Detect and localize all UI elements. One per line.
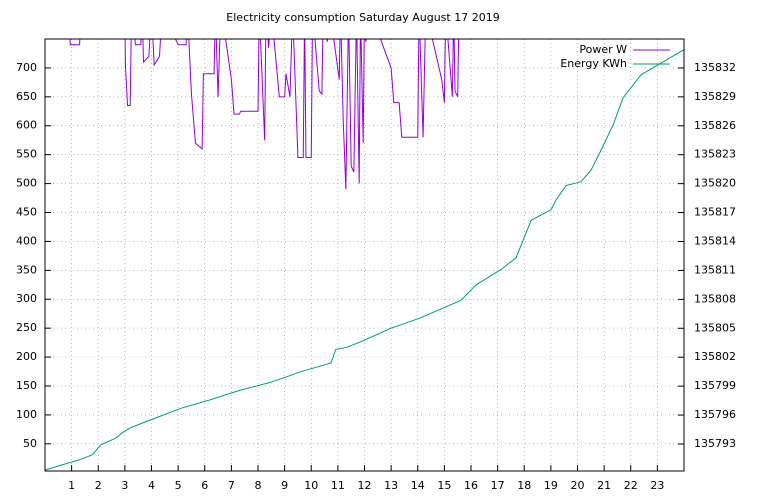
y-tick-label: 600 — [16, 119, 37, 132]
x-tick-label: 6 — [201, 479, 208, 492]
x-tick-label: 8 — [255, 479, 262, 492]
series-line — [45, 49, 684, 471]
legend-label: Energy KWh — [560, 57, 627, 70]
x-tick-label: 5 — [175, 479, 182, 492]
y-tick-label: 500 — [16, 177, 37, 190]
x-tick-label: 4 — [148, 479, 155, 492]
x-tick-label: 1 — [68, 479, 75, 492]
chart-title: Electricity consumption Saturday August … — [226, 11, 499, 24]
x-tick-label: 13 — [384, 479, 398, 492]
x-tick-label: 9 — [281, 479, 288, 492]
y2-tick-label: 135829 — [694, 90, 736, 103]
y2-tick-label: 135799 — [694, 379, 736, 392]
x-tick-label: 19 — [544, 479, 558, 492]
y-tick-label: 400 — [16, 234, 37, 247]
y2-tick-label: 135814 — [694, 235, 736, 248]
y2-tick-label: 135826 — [694, 119, 736, 132]
y-tick-label: 350 — [16, 263, 37, 276]
y-tick-label: 700 — [16, 61, 37, 74]
y-tick-label: 300 — [16, 292, 37, 305]
x-tick-label: 15 — [437, 479, 451, 492]
y-tick-label: 650 — [16, 90, 37, 103]
y2-tick-label: 135811 — [694, 263, 736, 276]
y-tick-label: 200 — [16, 350, 37, 363]
x-tick-label: 22 — [624, 479, 638, 492]
legend-label: Power W — [579, 43, 627, 56]
y-tick-label: 550 — [16, 148, 37, 161]
y-tick-label: 250 — [16, 321, 37, 334]
y-tick-label: 450 — [16, 205, 37, 218]
x-tick-label: 21 — [597, 479, 611, 492]
plot-border — [44, 38, 685, 472]
y2-tick-label: 135802 — [694, 350, 736, 363]
x-tick-label: 20 — [571, 479, 585, 492]
x-tick-label: 7 — [228, 479, 235, 492]
y2-tick-label: 135796 — [694, 408, 736, 421]
y2-tick-label: 135793 — [694, 437, 736, 450]
series-line — [69, 39, 460, 190]
y-tick-label: 150 — [16, 379, 37, 392]
x-tick-label: 10 — [304, 479, 318, 492]
x-tick-label: 12 — [358, 479, 372, 492]
y2-tick-label: 135832 — [694, 61, 736, 74]
y-tick-label: 50 — [23, 437, 37, 450]
y2-tick-label: 135817 — [694, 206, 736, 219]
y2-tick-label: 135823 — [694, 148, 736, 161]
x-tick-label: 16 — [464, 479, 478, 492]
x-tick-label: 17 — [491, 479, 505, 492]
y-tick-label: 100 — [16, 408, 37, 421]
y2-tick-label: 135805 — [694, 321, 736, 334]
x-tick-label: 18 — [517, 479, 531, 492]
x-tick-label: 23 — [650, 479, 664, 492]
x-tick-label: 14 — [411, 479, 425, 492]
plot-area — [45, 39, 684, 471]
x-tick-label: 2 — [95, 479, 102, 492]
x-tick-label: 11 — [331, 479, 345, 492]
y2-tick-label: 135820 — [694, 177, 736, 190]
x-tick-label: 3 — [121, 479, 128, 492]
y2-tick-label: 135808 — [694, 292, 736, 305]
